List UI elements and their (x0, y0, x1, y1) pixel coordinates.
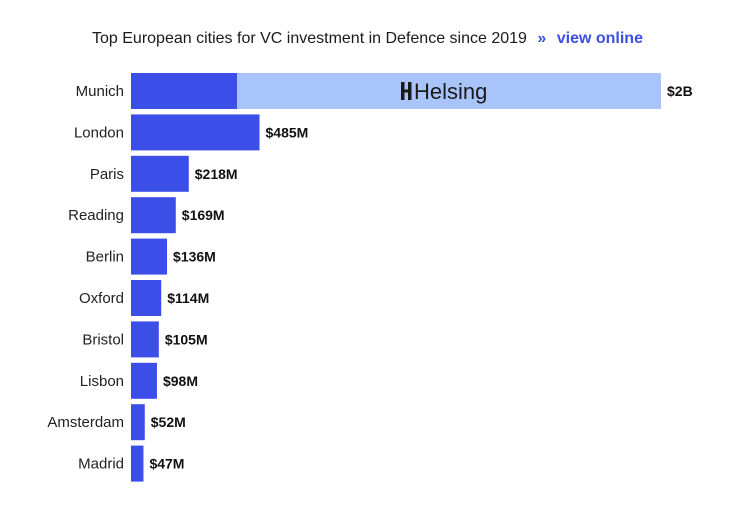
value-label-munich: $2B (667, 83, 693, 99)
chart-title-row: Top European cities for VC investment in… (0, 30, 735, 48)
view-online-link[interactable]: view online (556, 30, 643, 47)
value-label-lisbon: $98M (163, 373, 198, 389)
bar-berlin (131, 238, 168, 275)
value-label-amsterdam: $52M (151, 414, 186, 430)
category-label-amsterdam: Amsterdam (47, 414, 124, 431)
category-label-reading: Reading (68, 207, 124, 224)
bar-london (131, 114, 260, 151)
bar-bristol (131, 321, 159, 358)
double-chevron-icon: » (537, 30, 547, 47)
value-label-reading: $169M (182, 207, 225, 223)
value-label-oxford: $114M (167, 290, 209, 306)
category-label-bristol: Bristol (82, 331, 124, 348)
value-label-bristol: $105M (165, 331, 208, 347)
helsing-logo-text: Helsing (414, 79, 487, 104)
category-label-london: London (74, 124, 124, 141)
bar-amsterdam (131, 404, 145, 441)
chart-title: Top European cities for VC investment in… (92, 30, 527, 47)
value-label-madrid: $47M (149, 456, 184, 472)
category-label-madrid: Madrid (78, 456, 124, 473)
bar-lisbon (131, 362, 157, 399)
bar-reading (131, 197, 176, 234)
bar-madrid (131, 445, 144, 482)
bar-munich (131, 73, 237, 109)
category-label-paris: Paris (90, 166, 124, 183)
category-label-munich: Munich (76, 83, 124, 100)
category-label-oxford: Oxford (79, 290, 124, 307)
value-label-paris: $218M (195, 166, 238, 182)
category-label-berlin: Berlin (86, 249, 124, 266)
value-label-london: $485M (266, 124, 309, 140)
bar-oxford (131, 280, 162, 316)
category-label-lisbon: Lisbon (80, 373, 124, 390)
helsing-logo-icon (401, 82, 412, 100)
value-label-berlin: $136M (173, 249, 216, 265)
bar-paris (131, 155, 189, 192)
